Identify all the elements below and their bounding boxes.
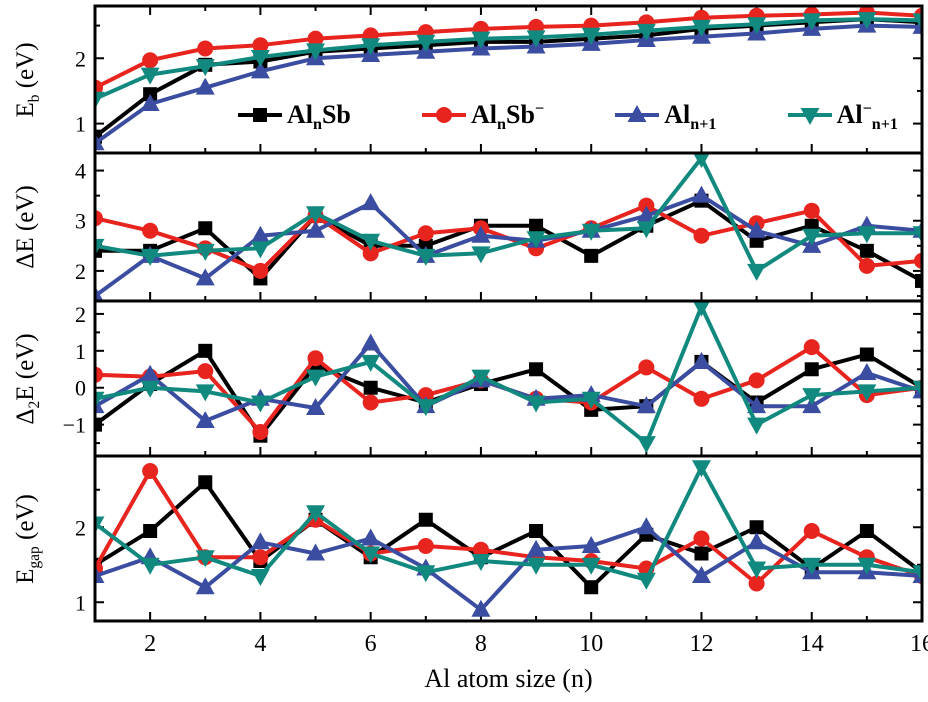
series-Aln+1-anion-markers: [95, 12, 922, 109]
y-axis-label-homo-lumo-gap: Egap (eV): [12, 493, 43, 584]
series-Aln+1-anion-line: [95, 17, 922, 101]
x-tick-label: 8: [475, 631, 487, 657]
y-tick-label: 2: [75, 46, 86, 71]
legend-marker-circle-icon: [422, 107, 467, 123]
legend-label: AlnSb: [287, 100, 351, 134]
panel-homo-lumo-gap: 12: [75, 454, 924, 623]
y-tick-label: 2: [75, 259, 86, 284]
series-Aln+1-anion-line: [95, 304, 922, 446]
series-Aln+1-line: [95, 23, 922, 145]
series-AlnSb-anion-line: [95, 10, 922, 90]
panel-binding-energy: 12: [75, 4, 924, 155]
series-Aln+1-line: [95, 525, 922, 612]
y-tick-label: 1: [75, 590, 86, 615]
legend: AlnSb AlnSb− Aln+1 Al−n+1: [236, 100, 898, 134]
series-Aln+1-anion-line: [95, 465, 922, 582]
series-Aln+1-markers: [95, 15, 922, 151]
y-tick-label: −1: [63, 413, 86, 438]
legend-marker-square-icon: [238, 108, 282, 122]
y-axis-label-second-difference-energy: Δ2E (eV): [12, 332, 43, 425]
legend-item-AlnSb: AlnSb: [236, 100, 351, 134]
legend-item-AlnSb-anion: AlnSb−: [420, 100, 545, 134]
series-Aln+1-line: [95, 193, 922, 298]
series-AlnSb-line: [95, 198, 922, 283]
series-AlnSb-line: [95, 480, 922, 590]
series-AlnSb-anion-markers: [95, 6, 922, 96]
y-axis-label-binding-energy: Eb (eV): [12, 41, 43, 118]
legend-label: Al−n+1: [836, 100, 898, 134]
panel-second-difference-energy: −1 0 1 2: [63, 299, 924, 458]
x-tick-label: 6: [365, 631, 377, 657]
legend-label: Aln+1: [664, 100, 717, 134]
legend-marker-triangle-up-icon: [615, 105, 660, 122]
y-tick-label: 2: [75, 515, 86, 540]
series-AlnSb-line: [95, 348, 922, 438]
legend-item-Aln+1: Aln+1: [613, 100, 717, 134]
x-tick-label: 14: [800, 631, 824, 657]
y-tick-label: 3: [75, 209, 86, 234]
legend-marker-triangle-down-icon: [787, 108, 832, 125]
y-tick-label: 1: [75, 112, 86, 137]
series-Aln+1-anion-line: [95, 156, 922, 273]
x-tick-label: 4: [254, 631, 266, 657]
series-Aln+1-anion-markers: [95, 301, 922, 454]
x-axis-label: Al atom size (n): [424, 664, 593, 693]
y-tick-label: 1: [75, 339, 86, 364]
series-Aln+1-anion-markers: [95, 460, 922, 590]
y-tick-label: 4: [75, 159, 86, 184]
y-tick-label: 2: [75, 302, 86, 327]
legend-item-Aln+1-anion: Al−n+1: [786, 100, 898, 134]
legend-label: AlnSb−: [471, 100, 545, 134]
x-tick-label: 10: [579, 631, 603, 657]
x-tick-label: 16: [910, 631, 928, 657]
x-tick-label: 2: [144, 631, 156, 657]
series-Aln+1-anion-markers: [95, 153, 922, 281]
panel-frame: [93, 454, 924, 623]
series-AlnSb-anion-markers: [95, 463, 922, 592]
y-axis-label-fragmentation-energy: ΔE (eV): [12, 185, 39, 269]
x-tick-label: 12: [689, 631, 713, 657]
y-tick-label: 0: [75, 376, 86, 401]
panel-fragmentation-energy: 2 3 4: [75, 151, 924, 303]
